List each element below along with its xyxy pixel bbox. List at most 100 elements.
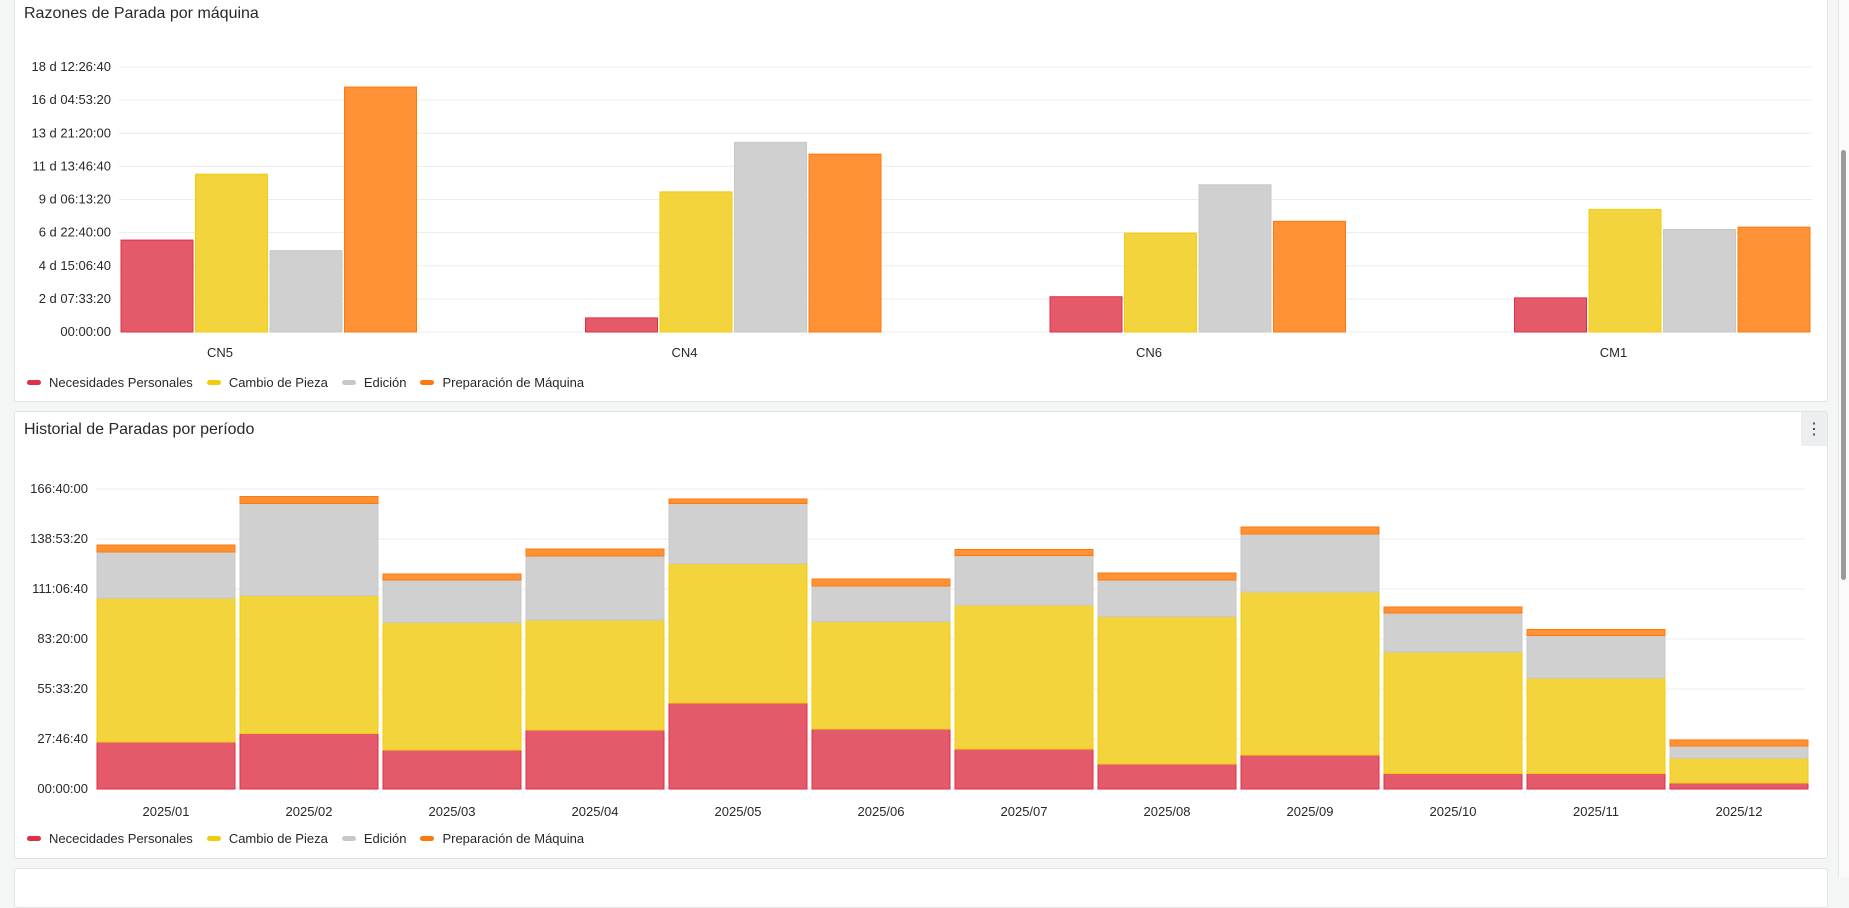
- bar-segment: [668, 702, 808, 790]
- bar-segment: [811, 578, 951, 587]
- legend: Necesidades Personales Cambio de Pieza Edi…: [27, 375, 584, 390]
- bar-segment: [1526, 629, 1666, 636]
- bar-segment: [525, 548, 665, 557]
- legend-label: Cambio de Pieza: [228, 831, 328, 846]
- y-tick-label: 00:00:00: [37, 781, 88, 796]
- bar: [269, 250, 343, 333]
- x-tick-label: 2025/07: [1001, 804, 1048, 819]
- bar-segment: [811, 585, 951, 622]
- kebab-menu-icon[interactable]: ⋮: [1801, 412, 1827, 446]
- bar-segment: [239, 733, 379, 790]
- y-tick-label: 27:46:40: [37, 731, 88, 746]
- bar-segment: [1526, 773, 1666, 790]
- legend-item[interactable]: Preparación de Máquina: [420, 375, 584, 390]
- legend-label: Cambio de Pieza: [228, 375, 328, 390]
- legend-label: Edición: [363, 375, 407, 390]
- bar: [1273, 220, 1346, 333]
- bar-segment: [1383, 651, 1523, 774]
- chart-razones-parada: 00:00:00 2 d 07:33:20 4 d 15:06:40 6 d 22:4…: [31, 59, 1812, 360]
- bar-segment: [954, 748, 1094, 790]
- bar-segment: [1240, 591, 1380, 756]
- bar: [1588, 208, 1662, 333]
- bar: [1049, 296, 1123, 333]
- legend-item[interactable]: Preparación de Máquina: [420, 831, 584, 846]
- legend-swatch: [341, 836, 356, 841]
- bar: [659, 191, 733, 333]
- bar-segment: [1240, 754, 1380, 790]
- y-tick-label: 13 d 21:20:00: [31, 125, 111, 140]
- legend-label: Preparación de Máquina: [442, 831, 585, 846]
- x-tick-label: 2025/06: [858, 804, 905, 819]
- bar-segment: [1669, 745, 1809, 759]
- bar-segment: [382, 622, 522, 751]
- bar: [195, 173, 268, 333]
- bar: [1737, 226, 1811, 333]
- x-tick-label: CN6: [1136, 345, 1162, 360]
- y-tick-label: 111:06:40: [32, 581, 88, 596]
- bar-segment: [1240, 526, 1380, 535]
- bar-segment: [1383, 773, 1523, 790]
- panel-razones-parada: Razones de Parada por máquina 00:00:00 2 …: [14, 0, 1828, 402]
- bar-segment: [239, 496, 379, 504]
- bar-segment: [1669, 739, 1809, 747]
- bar-segment: [239, 503, 379, 596]
- bar-segment: [96, 544, 236, 553]
- y-tick-label: 11 d 13:46:40: [32, 158, 111, 173]
- bar-segment: [1669, 782, 1809, 790]
- legend-swatch: [341, 380, 356, 385]
- bar-segment: [382, 573, 522, 581]
- bar: [585, 317, 658, 333]
- bar: [344, 86, 417, 333]
- legend-item[interactable]: Edición: [341, 375, 407, 390]
- panel-title: Razones de Parada por máquina: [24, 5, 259, 22]
- legend-swatch: [206, 380, 221, 385]
- legend-label: Preparación de Máquina: [442, 375, 585, 390]
- y-tick-label: 9 d 06:13:20: [39, 192, 111, 207]
- panel-historial-paradas: Historial de Paradas por período ⋮ 00:00…: [14, 411, 1828, 859]
- bar-segment: [96, 551, 236, 599]
- bar-segment: [525, 619, 665, 731]
- bar: [1198, 184, 1272, 333]
- bar: [1663, 228, 1736, 333]
- y-tick-label: 166:40:00: [30, 481, 88, 496]
- bar-segment: [382, 749, 522, 790]
- x-tick-label: CN4: [671, 345, 697, 360]
- chart-historial-paradas: 00:00:00 27:46:40 55:33:20 83:20:00 111:06:4…: [30, 481, 1809, 819]
- bar-segment: [668, 563, 808, 704]
- legend-item[interactable]: Cambio de Pieza: [206, 375, 328, 390]
- legend-item[interactable]: Cambio de Pieza: [206, 831, 328, 846]
- scrollbar[interactable]: [1838, 0, 1849, 877]
- bar-segment: [1383, 612, 1523, 653]
- bar-segment: [382, 579, 522, 623]
- bar-segment: [1383, 606, 1523, 614]
- x-tick-label: 2025/02: [286, 804, 333, 819]
- y-tick-label: 4 d 15:06:40: [39, 258, 111, 273]
- y-tick-label: 00:00:00: [60, 324, 111, 339]
- legend-label: Edición: [363, 831, 407, 846]
- panel-title: Historial de Paradas por período: [24, 421, 255, 438]
- bar-segment: [1097, 572, 1237, 581]
- y-tick-label: 138:53:20: [30, 531, 88, 546]
- legend: Nececidades Personales Cambio de Pieza Edi…: [27, 831, 584, 846]
- legend-swatch: [27, 380, 41, 385]
- bar-segment: [525, 555, 665, 621]
- bar-segment: [96, 597, 236, 743]
- bar-segment: [239, 595, 379, 734]
- bar-segment: [954, 555, 1094, 606]
- scrollbar-thumb[interactable]: [1841, 150, 1846, 580]
- bar-segment: [1097, 579, 1237, 617]
- bar: [1124, 232, 1197, 333]
- legend-item[interactable]: Necesidades Personales: [27, 375, 193, 390]
- bar: [808, 153, 882, 333]
- bar-segment: [954, 549, 1094, 556]
- bar-segment: [1240, 533, 1380, 593]
- bar-segment: [525, 729, 665, 790]
- legend-label: Necesidades Personales: [49, 375, 193, 390]
- legend-item[interactable]: Nececidades Personales: [27, 831, 193, 846]
- bar-segment: [96, 741, 236, 790]
- y-tick-label: 2 d 07:33:20: [39, 291, 111, 306]
- x-tick-label: 2025/03: [429, 804, 476, 819]
- legend-item[interactable]: Edición: [341, 831, 407, 846]
- y-tick-label: 18 d 12:26:40: [31, 59, 111, 74]
- legend-swatch: [206, 836, 221, 841]
